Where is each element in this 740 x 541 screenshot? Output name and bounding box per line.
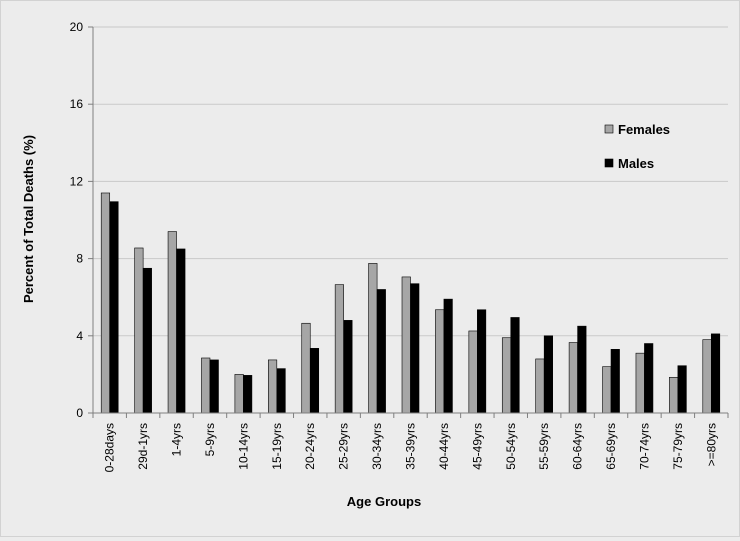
- bar-females-2: [167, 231, 177, 414]
- x-tick-label: 75-79yrs: [671, 423, 685, 470]
- bar-females-13: [535, 358, 545, 414]
- y-tick-label: 8: [76, 252, 83, 266]
- bar-males-4: [243, 375, 253, 414]
- bar-females-15: [602, 366, 612, 414]
- bar-females-1: [134, 247, 144, 414]
- bar-females-17: [669, 376, 679, 414]
- bar-males-18: [710, 333, 721, 414]
- legend-swatch-males: [604, 158, 614, 168]
- x-tick-label: 25-29yrs: [337, 423, 351, 470]
- bar-females-6: [301, 322, 311, 414]
- x-tick-label: 0-28days: [103, 423, 117, 472]
- x-tick-label: 65-69yrs: [604, 423, 618, 470]
- legend: Females Males: [604, 122, 670, 171]
- x-tick-label: 50-54yrs: [504, 423, 518, 470]
- bar-males-8: [376, 289, 386, 414]
- bar-males-10: [443, 298, 453, 414]
- bar-males-9: [410, 283, 420, 414]
- bar-males-5: [276, 368, 286, 414]
- y-tick-label: 4: [76, 329, 83, 343]
- y-axis-title: Percent of Total Deaths (%): [21, 135, 36, 303]
- bar-males-3: [209, 359, 219, 414]
- legend-label-males: Males: [618, 156, 654, 171]
- bar-females-5: [268, 359, 278, 414]
- axes: [88, 26, 729, 418]
- gridlines: [93, 26, 728, 337]
- x-tick-label: 20-24yrs: [303, 423, 317, 470]
- bar-males-12: [510, 317, 520, 414]
- x-tick-label: 5-9yrs: [203, 423, 217, 456]
- y-tick-label: 12: [70, 174, 84, 188]
- bar-females-9: [401, 276, 411, 414]
- x-tick-label: 45-49yrs: [470, 423, 484, 470]
- x-tick-label: 1-4yrs: [170, 423, 184, 456]
- x-tick-label: 15-19yrs: [270, 423, 284, 470]
- bar-females-11: [468, 330, 478, 414]
- tick-labels: 0 4 8 12 16 20 0-28days 29d-1yrs 1-4yrs 5-9yrs 10-…: [70, 20, 719, 472]
- bar-females-16: [635, 352, 645, 414]
- x-axis-title: Age Groups: [347, 494, 421, 509]
- bar-males-16: [644, 343, 654, 414]
- bar-males-7: [343, 320, 353, 414]
- x-tick-label: 70-74yrs: [637, 423, 651, 470]
- bar-males-11: [477, 309, 487, 414]
- bar-males-14: [577, 325, 587, 414]
- bar-females-3: [201, 357, 211, 414]
- y-tick-label: 0: [76, 406, 83, 420]
- bar-females-12: [501, 337, 512, 414]
- x-tick-label: 30-34yrs: [370, 423, 384, 470]
- x-tick-label: 10-14yrs: [236, 423, 250, 470]
- bar-males-1: [142, 267, 152, 414]
- bar-females-14: [568, 342, 578, 414]
- bar-males-0: [109, 201, 119, 414]
- bar-males-13: [543, 335, 553, 414]
- bar-males-17: [677, 365, 687, 414]
- bar-males-2: [176, 248, 186, 414]
- y-tick-label: 16: [70, 97, 84, 111]
- legend-swatch-females: [604, 124, 614, 134]
- bar-males-15: [610, 349, 620, 414]
- x-tick-label: 29d-1yrs: [136, 423, 150, 470]
- bar-males-6: [309, 348, 320, 414]
- x-tick-label: 60-64yrs: [571, 423, 585, 470]
- bar-females-7: [334, 284, 344, 414]
- x-tick-label: 35-39yrs: [404, 423, 418, 470]
- x-tick-label: 55-59yrs: [537, 423, 551, 470]
- x-tick-label: >=80yrs: [704, 423, 718, 466]
- bar-females-4: [234, 374, 244, 414]
- bar-females-8: [368, 263, 378, 414]
- bar-females-18: [702, 339, 712, 414]
- y-tick-label: 20: [70, 20, 84, 34]
- bar-females-10: [435, 309, 445, 414]
- bars: [100, 192, 721, 414]
- bar-females-0: [100, 192, 111, 414]
- x-tick-label: 40-44yrs: [437, 423, 451, 470]
- legend-label-females: Females: [618, 122, 670, 137]
